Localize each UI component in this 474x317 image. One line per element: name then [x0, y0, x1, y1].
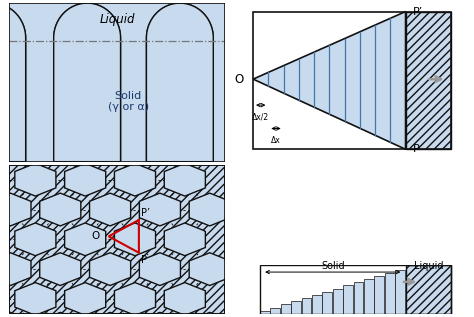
Text: P: P — [412, 144, 419, 154]
Polygon shape — [64, 282, 106, 315]
Bar — [260, 265, 451, 314]
Bar — [9, 3, 225, 41]
Bar — [270, 307, 280, 314]
Polygon shape — [114, 223, 155, 256]
Polygon shape — [40, 193, 81, 226]
Polygon shape — [54, 3, 120, 162]
Polygon shape — [164, 223, 205, 256]
Text: Solid: Solid — [321, 261, 345, 271]
Bar — [312, 295, 322, 314]
Polygon shape — [15, 163, 56, 196]
Text: Liquid: Liquid — [100, 13, 135, 26]
Polygon shape — [90, 312, 131, 317]
Bar — [395, 269, 405, 314]
Bar — [354, 282, 364, 314]
Bar — [406, 11, 451, 149]
Bar — [374, 276, 384, 314]
Bar — [333, 288, 343, 314]
Text: Solid
(γ or α): Solid (γ or α) — [108, 91, 149, 112]
Polygon shape — [40, 253, 81, 286]
Text: P’: P’ — [412, 7, 423, 16]
Text: Liquid: Liquid — [413, 261, 443, 271]
Bar — [343, 285, 353, 314]
Polygon shape — [15, 223, 56, 256]
Bar — [322, 292, 332, 314]
Polygon shape — [146, 3, 213, 162]
Polygon shape — [0, 223, 6, 256]
Bar — [301, 298, 311, 314]
Polygon shape — [90, 193, 131, 226]
Polygon shape — [0, 193, 31, 226]
Polygon shape — [189, 253, 230, 286]
Polygon shape — [139, 253, 181, 286]
Polygon shape — [139, 312, 181, 317]
Text: O: O — [235, 73, 244, 86]
Bar — [253, 11, 451, 149]
Polygon shape — [0, 282, 6, 315]
Polygon shape — [40, 312, 81, 317]
Polygon shape — [0, 3, 26, 162]
Polygon shape — [90, 253, 131, 286]
Bar — [281, 304, 291, 314]
Text: P’: P’ — [141, 208, 150, 218]
Polygon shape — [189, 312, 230, 317]
Polygon shape — [0, 3, 26, 162]
Text: Δx/2: Δx/2 — [252, 113, 269, 122]
Bar — [291, 301, 301, 314]
Polygon shape — [164, 163, 205, 196]
Polygon shape — [0, 253, 31, 286]
Polygon shape — [114, 163, 155, 196]
Polygon shape — [0, 312, 31, 317]
Polygon shape — [164, 282, 205, 315]
Text: Δx: Δx — [271, 136, 281, 145]
Polygon shape — [114, 282, 155, 315]
Polygon shape — [64, 163, 106, 196]
Text: O: O — [92, 231, 100, 241]
Bar — [364, 279, 374, 314]
Polygon shape — [64, 223, 106, 256]
Bar — [9, 41, 225, 162]
Bar — [406, 265, 451, 314]
Bar — [260, 311, 270, 314]
Polygon shape — [54, 3, 120, 162]
Polygon shape — [139, 193, 181, 226]
Polygon shape — [253, 11, 406, 149]
Polygon shape — [146, 3, 213, 162]
Polygon shape — [15, 282, 56, 315]
Polygon shape — [189, 193, 230, 226]
Text: P: P — [141, 255, 147, 265]
Polygon shape — [0, 163, 6, 196]
Bar — [385, 273, 395, 314]
